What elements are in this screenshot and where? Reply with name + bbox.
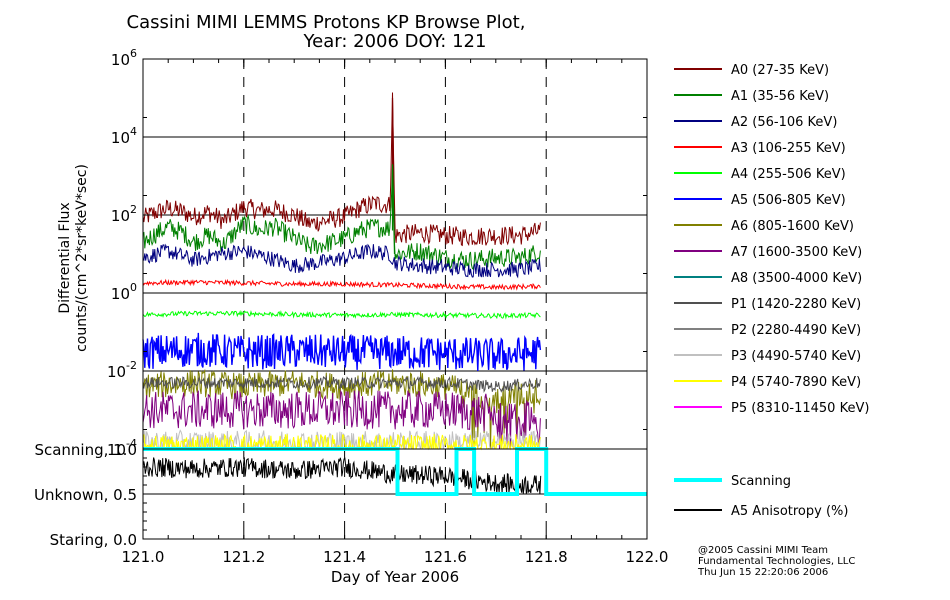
y-axis-label-line2: counts/(cm^2*sr*keV*sec) xyxy=(74,164,90,352)
legend-main: A0 (27-35 KeV) A1 (35-56 KeV) A2 (56-106 K… xyxy=(674,63,869,416)
lower-series xyxy=(142,447,647,496)
legend-label: P2 (2280-4490 KeV) xyxy=(731,323,861,338)
y-tick-label: 10-4 xyxy=(107,437,137,459)
y-tick-label: 10-2 xyxy=(107,359,137,381)
credit-line1: @2005 Cassini MIMI Team xyxy=(698,545,828,556)
series-line-scanning xyxy=(143,447,647,496)
x-tick-label: 122.0 xyxy=(626,548,669,566)
legend-label: P5 (8310-11450 KeV) xyxy=(731,401,869,416)
x-tick-label: 121.8 xyxy=(525,548,568,566)
x-tick-label: 121.0 xyxy=(122,548,165,566)
legend-label: A0 (27-35 KeV) xyxy=(731,63,829,78)
series-line-anisotropy xyxy=(142,457,542,495)
main-y-ticks: 10-4 10-2 100 102 104 106 xyxy=(107,47,647,459)
lower-y-tick-label: Unknown, 0.5 xyxy=(34,486,137,504)
x-tick-label: 121.4 xyxy=(323,548,366,566)
lower-y-ticks: Scanning, 1.0 Unknown, 0.5 Staring, 0.0 xyxy=(34,441,151,549)
legend-label: A1 (35-56 KeV) xyxy=(731,89,829,104)
series-line-a1 xyxy=(142,166,541,271)
chart-subtitle: Year: 2006 DOY: 121 xyxy=(303,31,487,52)
credit-line2: Fundamental Technologies, LLC xyxy=(698,556,855,567)
legend-label: A3 (106-255 KeV) xyxy=(731,141,846,156)
lower-y-tick-label: Scanning, 1.0 xyxy=(34,441,137,459)
x-ticks: 121.0 121.2 121.4 121.6 121.8 122.0 xyxy=(122,59,669,566)
y-tick-label: 102 xyxy=(111,203,137,225)
legend-label: P3 (4490-5740 KeV) xyxy=(731,349,861,364)
y-axis-label-line1: Differential Flux xyxy=(57,202,73,313)
y-tick-label: 100 xyxy=(111,281,137,303)
legend-label: A8 (3500-4000 KeV) xyxy=(731,271,862,286)
series-line-a0 xyxy=(142,92,541,247)
series-line-a3 xyxy=(142,278,541,291)
series-line-a4 xyxy=(142,309,541,320)
legend-label: A4 (255-506 KeV) xyxy=(731,167,846,182)
legend-label: P1 (1420-2280 KeV) xyxy=(731,297,861,312)
credit-line3: Thu Jun 15 22:20:06 2006 xyxy=(697,567,828,578)
series-line-a7 xyxy=(142,389,541,450)
legend-label: Scanning xyxy=(731,474,791,489)
legend-label: A5 Anisotropy (%) xyxy=(731,504,848,519)
legend-label: P4 (5740-7890 KeV) xyxy=(731,375,861,390)
series-line-a2 xyxy=(142,243,541,279)
x-tick-label: 121.6 xyxy=(424,548,467,566)
lower-y-tick-label: Staring, 0.0 xyxy=(50,531,137,549)
x-axis-label: Day of Year 2006 xyxy=(331,568,459,586)
legend-label: A2 (56-106 KeV) xyxy=(731,115,837,130)
series-line-p1 xyxy=(142,375,541,393)
legend-lower: Scanning A5 Anisotropy (%) xyxy=(674,474,848,519)
series-line-a5 xyxy=(142,332,542,372)
x-tick-label: 121.2 xyxy=(222,548,265,566)
legend-label: A7 (1600-3500 KeV) xyxy=(731,245,862,260)
chart-title: Cassini MIMI LEMMS Protons KP Browse Plo… xyxy=(127,12,526,33)
legend-label: A5 (506-805 KeV) xyxy=(731,193,846,208)
legend-label: A6 (805-1600 KeV) xyxy=(731,219,854,234)
y-tick-label: 104 xyxy=(111,125,137,147)
main-series xyxy=(142,92,542,451)
series-line-p3 xyxy=(142,429,541,451)
y-tick-label: 106 xyxy=(111,47,137,69)
